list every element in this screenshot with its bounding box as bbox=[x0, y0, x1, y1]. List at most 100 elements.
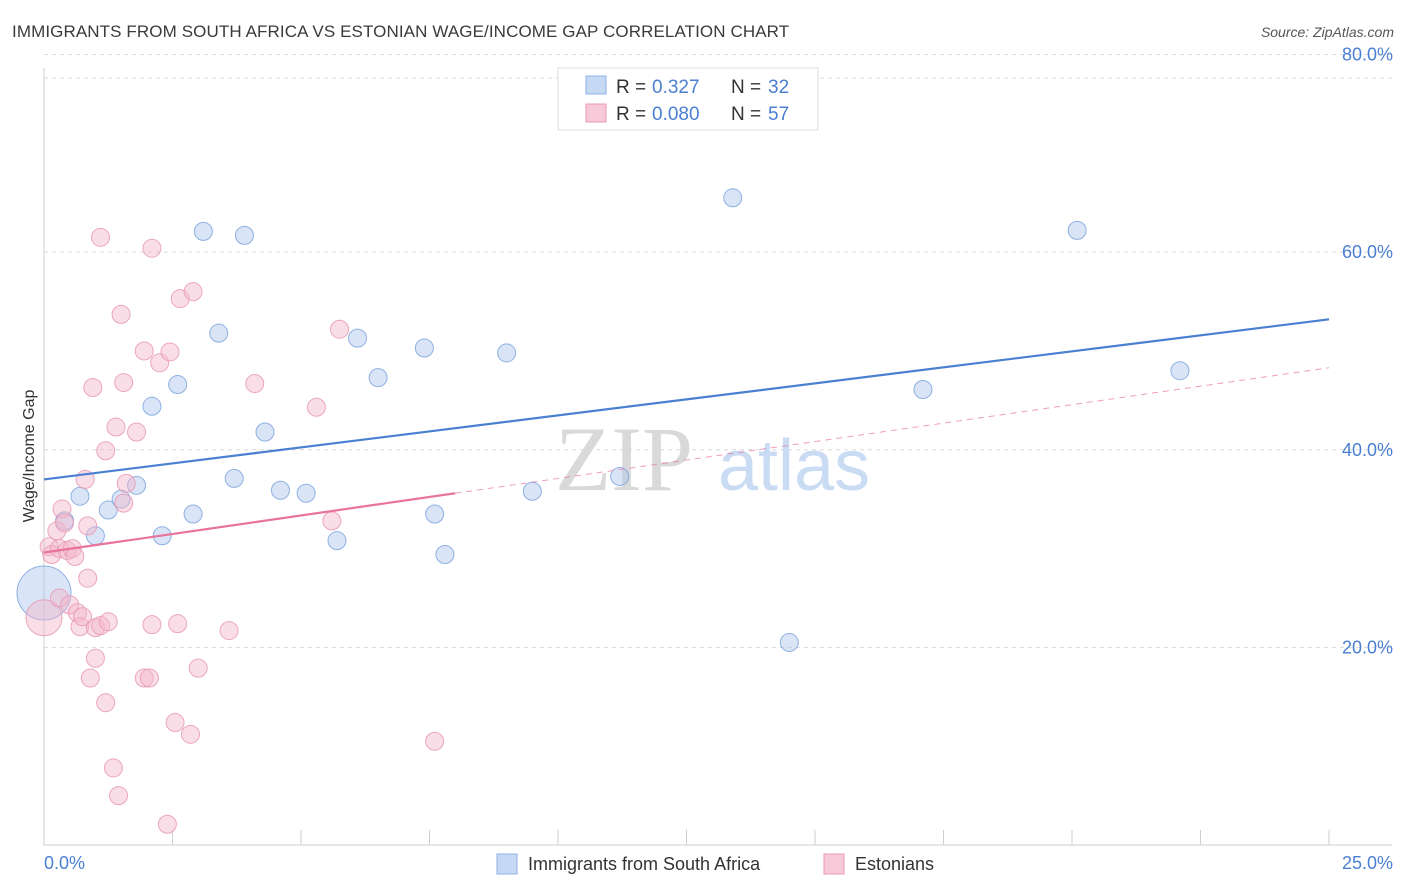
immigrants-point-9 bbox=[183, 504, 203, 524]
estonians-point-52 bbox=[322, 511, 342, 531]
immigrants-point-15 bbox=[255, 422, 275, 442]
estonians-point-46 bbox=[180, 724, 200, 744]
bottom-legend-label-immigrants: Immigrants from South Africa bbox=[528, 854, 761, 874]
correlation-legend: R = 0.327 N = 32 R = 0.080 N = 57 bbox=[557, 67, 819, 131]
immigrants-point-25 bbox=[522, 481, 542, 501]
estonians-point-17 bbox=[78, 568, 98, 588]
estonians-point-21 bbox=[85, 648, 105, 668]
immigrants-point-20 bbox=[368, 368, 388, 388]
estonians-point-5 bbox=[52, 499, 72, 519]
estonians-point-54 bbox=[425, 731, 445, 751]
immigrants-point-24 bbox=[497, 343, 517, 363]
immigrants-point-22 bbox=[425, 504, 445, 524]
estonians-point-29 bbox=[109, 786, 129, 806]
estonians-point-28 bbox=[106, 417, 126, 437]
estonians-point-44 bbox=[168, 614, 188, 634]
legend-n-value-1: 32 bbox=[768, 77, 789, 98]
x-tick-label-max: 25.0% bbox=[1342, 853, 1393, 873]
estonians-point-39 bbox=[142, 238, 162, 258]
estonians-point-49 bbox=[219, 621, 239, 641]
grid-lines bbox=[44, 54, 1392, 648]
y-tick-label-20: 20.0% bbox=[1342, 637, 1393, 657]
series-legend: Immigrants from South Africa Estonians bbox=[496, 853, 934, 875]
bottom-legend-swatch-immigrants bbox=[496, 853, 518, 875]
estonians-point-9 bbox=[65, 546, 85, 566]
trend-lines bbox=[43, 318, 1330, 554]
x-tick-label-min: 0.0% bbox=[44, 853, 85, 873]
estonians-point-38 bbox=[142, 615, 162, 635]
estonians-point-31 bbox=[114, 493, 134, 513]
estonians-point-30 bbox=[111, 304, 131, 324]
x-axis-ticks bbox=[43, 830, 1330, 845]
legend-r-label-2: R = bbox=[616, 104, 646, 125]
immigrants-point-21 bbox=[414, 338, 434, 358]
estonians-point-14 bbox=[73, 607, 93, 627]
immigrants-point-16 bbox=[270, 480, 290, 500]
estonians-point-10 bbox=[49, 588, 69, 608]
watermark-atlas: atlas bbox=[718, 426, 870, 506]
estonians-point-32 bbox=[114, 373, 134, 393]
estonians-point-22 bbox=[91, 227, 111, 247]
y-tick-label-80: 80.0% bbox=[1342, 45, 1393, 65]
y-tick-label-60: 60.0% bbox=[1342, 242, 1393, 262]
estonians-point-42 bbox=[160, 342, 180, 362]
estonians-point-12 bbox=[67, 603, 87, 623]
y-tick-labels: 20.0% 40.0% 60.0% 80.0% bbox=[1342, 45, 1393, 658]
chart-title: IMMIGRANTS FROM SOUTH AFRICA VS ESTONIAN… bbox=[12, 22, 790, 41]
estonians-point-6 bbox=[55, 513, 75, 533]
estonians-point-34 bbox=[127, 422, 147, 442]
estonians-point-47 bbox=[183, 282, 203, 302]
legend-r-label-1: R = bbox=[616, 77, 646, 98]
estonians-point-41 bbox=[157, 814, 177, 834]
y-axis-label: Wage/Income Gap bbox=[21, 390, 38, 523]
immigrants-point-27 bbox=[723, 188, 743, 208]
estonians-point-11 bbox=[60, 595, 80, 615]
estonians-point-19 bbox=[83, 378, 103, 398]
immigrants-point-28 bbox=[779, 632, 799, 652]
y-tick-label-40: 40.0% bbox=[1342, 440, 1393, 460]
immigrants-point-29 bbox=[913, 379, 933, 399]
immigrants-point-12 bbox=[209, 323, 229, 343]
legend-swatch-pink bbox=[585, 103, 607, 123]
legend-swatch-blue bbox=[585, 75, 607, 95]
estonians-point-0 bbox=[25, 599, 63, 637]
legend-r-value-1: 0.327 bbox=[652, 77, 700, 98]
estonians-point-35 bbox=[134, 341, 154, 361]
immigrants-point-2 bbox=[70, 486, 90, 506]
immigrants-point-19 bbox=[348, 328, 368, 348]
trend-line-immigrants bbox=[43, 318, 1330, 481]
immigrants-point-7 bbox=[142, 396, 162, 416]
immigrants-point-17 bbox=[296, 483, 316, 503]
immigrants-point-30 bbox=[1067, 220, 1087, 240]
immigrants-point-13 bbox=[224, 468, 244, 488]
immigrants-point-10 bbox=[168, 375, 188, 395]
estonians-point-25 bbox=[96, 441, 116, 461]
estonians-point-18 bbox=[80, 668, 100, 688]
estonians-point-53 bbox=[330, 319, 350, 339]
immigrants-point-14 bbox=[234, 225, 254, 245]
trend-line-estonians-extension bbox=[455, 367, 1330, 494]
immigrants-point-11 bbox=[193, 221, 213, 241]
estonians-point-37 bbox=[139, 668, 159, 688]
series-estonians-points bbox=[25, 227, 445, 834]
trend-line-estonians bbox=[43, 492, 456, 554]
legend-n-label-2: N = bbox=[731, 104, 761, 125]
immigrants-point-26 bbox=[610, 466, 630, 486]
estonians-point-26 bbox=[98, 612, 118, 632]
immigrants-point-23 bbox=[435, 545, 455, 564]
estonians-point-27 bbox=[103, 758, 123, 778]
estonians-point-50 bbox=[245, 374, 265, 394]
estonians-point-43 bbox=[165, 712, 185, 732]
estonians-point-51 bbox=[306, 397, 326, 417]
immigrants-point-31 bbox=[1170, 361, 1190, 381]
estonians-point-24 bbox=[96, 693, 116, 713]
estonians-point-48 bbox=[188, 658, 208, 678]
immigrants-point-18 bbox=[327, 531, 347, 551]
bottom-legend-label-estonians: Estonians bbox=[855, 854, 934, 874]
watermark-zip: ZIP bbox=[555, 408, 693, 510]
legend-n-label-1: N = bbox=[731, 77, 761, 98]
estonians-point-16 bbox=[78, 516, 98, 536]
bottom-legend-swatch-estonians bbox=[823, 853, 845, 875]
legend-n-value-2: 57 bbox=[768, 104, 789, 125]
